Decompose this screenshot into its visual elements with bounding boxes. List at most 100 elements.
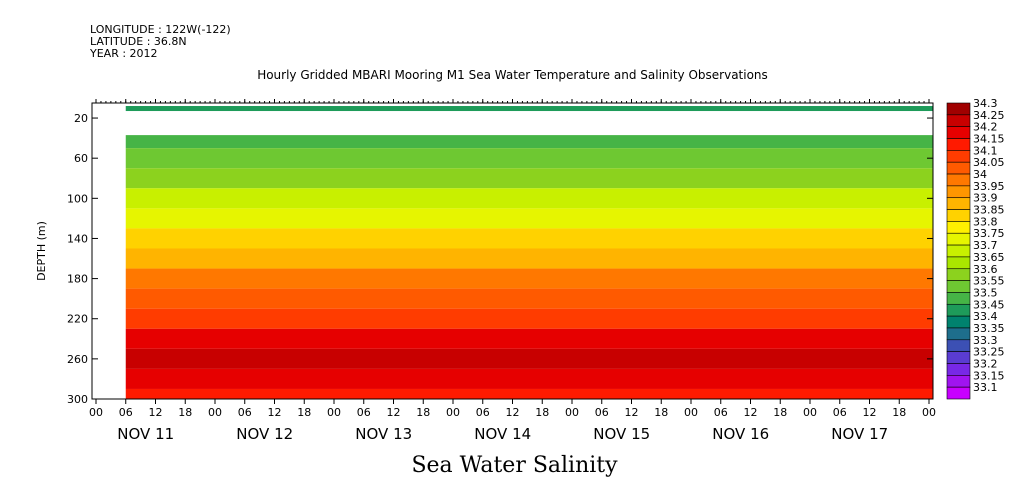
- colorbar-swatch: [946, 268, 971, 281]
- x-day-label: NOV 17: [831, 425, 888, 443]
- colorbar-label: 33.35: [973, 322, 1005, 335]
- x-tick-label: 00: [803, 406, 817, 419]
- salinity-band: [125, 135, 933, 149]
- x-tick-label: 00: [922, 406, 936, 419]
- x-tick-label: 06: [714, 406, 728, 419]
- colorbar-swatch: [946, 126, 971, 139]
- colorbar-label: 33.25: [973, 346, 1005, 359]
- x-tick-label: 06: [238, 406, 252, 419]
- salinity-band: [125, 106, 933, 112]
- colorbar-label: 33.75: [973, 227, 1005, 240]
- colorbar-swatch: [946, 197, 971, 210]
- colorbar-label: 33.55: [973, 275, 1005, 288]
- salinity-band: [125, 168, 933, 189]
- colorbar-label: 33.2: [973, 357, 998, 370]
- longitude-label: LONGITUDE : 122W(-122): [90, 23, 231, 36]
- y-tick-label: 180: [67, 273, 88, 286]
- x-tick-label: 18: [773, 406, 787, 419]
- colorbar-swatch: [946, 386, 971, 400]
- colorbar-label: 34.25: [973, 109, 1005, 122]
- colorbar-label: 34.1: [973, 144, 998, 157]
- colorbar-label: 34.05: [973, 156, 1005, 169]
- colorbar-swatch: [946, 327, 971, 341]
- colorbar-label: 33.7: [973, 239, 998, 252]
- colorbar-label: 33.4: [973, 310, 998, 323]
- y-tick-label: 220: [67, 313, 88, 326]
- colorbar-swatch: [946, 375, 971, 388]
- plot-area: [125, 106, 933, 399]
- colorbar-swatch: [946, 150, 971, 163]
- x-tick-label: 06: [595, 406, 609, 419]
- x-tick-label: 18: [654, 406, 668, 419]
- colorbar-swatch: [946, 209, 971, 222]
- x-tick-label: 12: [625, 406, 639, 419]
- colorbar-label: 33.45: [973, 298, 1005, 311]
- colorbar-swatch: [946, 161, 971, 175]
- x-tick-label: 06: [357, 406, 371, 419]
- colorbar-label: 34: [973, 168, 987, 181]
- colorbar-swatch: [946, 303, 971, 317]
- colorbar-label: 33.6: [973, 263, 998, 276]
- x-tick-label: 00: [446, 406, 460, 419]
- colorbar-swatch: [946, 232, 971, 246]
- y-axis: 20 60 100 140 180 220 260 300: [67, 112, 933, 406]
- colorbar-swatch: [946, 339, 971, 352]
- colorbar-swatch: [946, 102, 971, 116]
- salinity-band: [125, 268, 933, 289]
- x-tick-label: 06: [476, 406, 490, 419]
- y-tick-label: 140: [67, 232, 88, 245]
- x-tick-label: 18: [416, 406, 430, 419]
- salinity-band: [125, 308, 933, 329]
- salinity-band: [125, 248, 933, 269]
- salinity-band: [125, 208, 933, 229]
- x-tick-label: 18: [297, 406, 311, 419]
- x-tick-label: 00: [565, 406, 579, 419]
- colorbar-swatch: [946, 280, 971, 293]
- colorbar-swatch: [946, 292, 971, 305]
- colorbar-label: 34.3: [973, 97, 998, 110]
- x-day-label: NOV 12: [236, 425, 293, 443]
- x-tick-label: 12: [387, 406, 401, 419]
- x-tick-label: 06: [833, 406, 847, 419]
- chart-title: Hourly Gridded MBARI Mooring M1 Sea Wate…: [257, 68, 768, 82]
- x-axis: 00 06 12 18 00 06 12 18 00 06 12 18 00 06 12 18 00 06 12 18…: [89, 99, 936, 443]
- colorbar-label: 33.15: [973, 369, 1005, 382]
- colorbar-swatch: [946, 221, 971, 234]
- salinity-band: [125, 188, 933, 209]
- colorbar-swatch: [946, 185, 971, 199]
- colorbar-swatch: [946, 315, 971, 329]
- x-tick-label: 00: [327, 406, 341, 419]
- salinity-band: [125, 228, 933, 249]
- x-axis-label: Sea Water Salinity: [411, 453, 618, 478]
- y-tick-label: 100: [67, 192, 88, 205]
- x-tick-label: 06: [119, 406, 133, 419]
- location-metadata: LONGITUDE : 122W(-122) LATITUDE : 36.8N …: [90, 24, 231, 60]
- x-tick-label: 12: [744, 406, 758, 419]
- colorbar-swatch: [946, 114, 971, 127]
- x-day-label: NOV 11: [117, 425, 174, 443]
- colorbar-label: 34.2: [973, 121, 998, 134]
- x-tick-label: 18: [535, 406, 549, 419]
- colorbar-label: 33.85: [973, 204, 1005, 217]
- y-tick-label: 260: [67, 353, 88, 366]
- x-tick-label: 18: [178, 406, 192, 419]
- colorbar-label: 33.65: [973, 251, 1005, 264]
- colorbar-label: 33.95: [973, 180, 1005, 193]
- x-day-label: NOV 13: [355, 425, 412, 443]
- x-tick-label: 18: [892, 406, 906, 419]
- colorbar-swatch: [946, 173, 971, 187]
- y-tick-label: 20: [74, 112, 88, 125]
- salinity-band: [125, 368, 933, 389]
- x-tick-label: 12: [268, 406, 282, 419]
- salinity-band: [125, 388, 933, 399]
- colorbar-label: 33.1: [973, 381, 998, 394]
- colorbar-swatch: [946, 363, 971, 376]
- x-day-label: NOV 14: [474, 425, 531, 443]
- colorbar-swatch: [946, 138, 971, 151]
- colorbar-label: 34.15: [973, 133, 1005, 146]
- x-tick-label: 00: [89, 406, 103, 419]
- y-axis-label: DEPTH (m): [35, 221, 48, 281]
- colorbar-label: 33.9: [973, 192, 998, 205]
- x-tick-label: 00: [208, 406, 222, 419]
